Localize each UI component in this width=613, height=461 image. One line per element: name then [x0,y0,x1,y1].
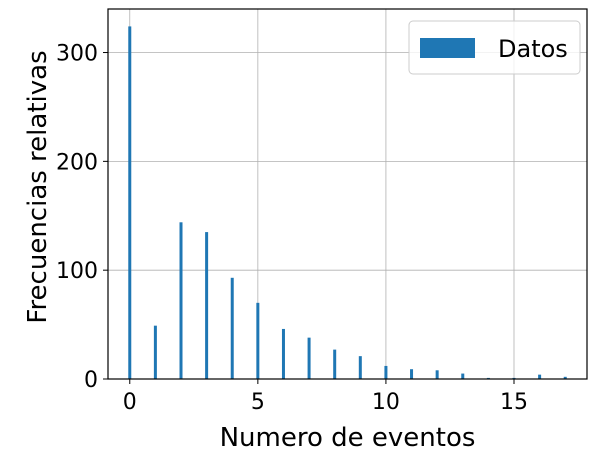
bar [179,222,183,379]
y-axis-ticks: 0 100 200 300 [56,42,108,393]
x-tick-label: 0 [123,390,137,415]
plot-frame [107,8,588,380]
legend-box [408,20,581,75]
data-bars [128,26,567,379]
bar [128,26,132,379]
x-tick-label: 10 [372,390,400,415]
x-axis-label: Numero de eventos [220,423,476,453]
bar [435,370,439,379]
bar [563,376,567,379]
bar [538,374,542,379]
bar [384,365,388,379]
legend-label-datos: Datos [498,35,568,63]
bar [205,232,209,379]
y-tick-label: 0 [84,368,98,393]
legend-swatch [420,38,475,58]
bar [256,302,260,379]
bar [307,337,311,379]
legend: Datos [408,20,581,75]
bar [333,349,337,379]
x-axis-ticks: 0 5 10 15 [123,379,528,415]
x-tick-label: 5 [251,390,265,415]
x-tick-label: 15 [500,390,528,415]
y-tick-label: 200 [56,150,98,175]
y-tick-label: 300 [56,42,98,67]
bar [410,369,414,379]
bar [153,325,157,379]
bar [230,277,234,379]
bar [358,356,362,379]
bar [461,373,465,379]
y-tick-label: 100 [56,259,98,284]
y-axis-label: Frecuencias relativas [23,50,53,323]
bar [281,328,285,379]
